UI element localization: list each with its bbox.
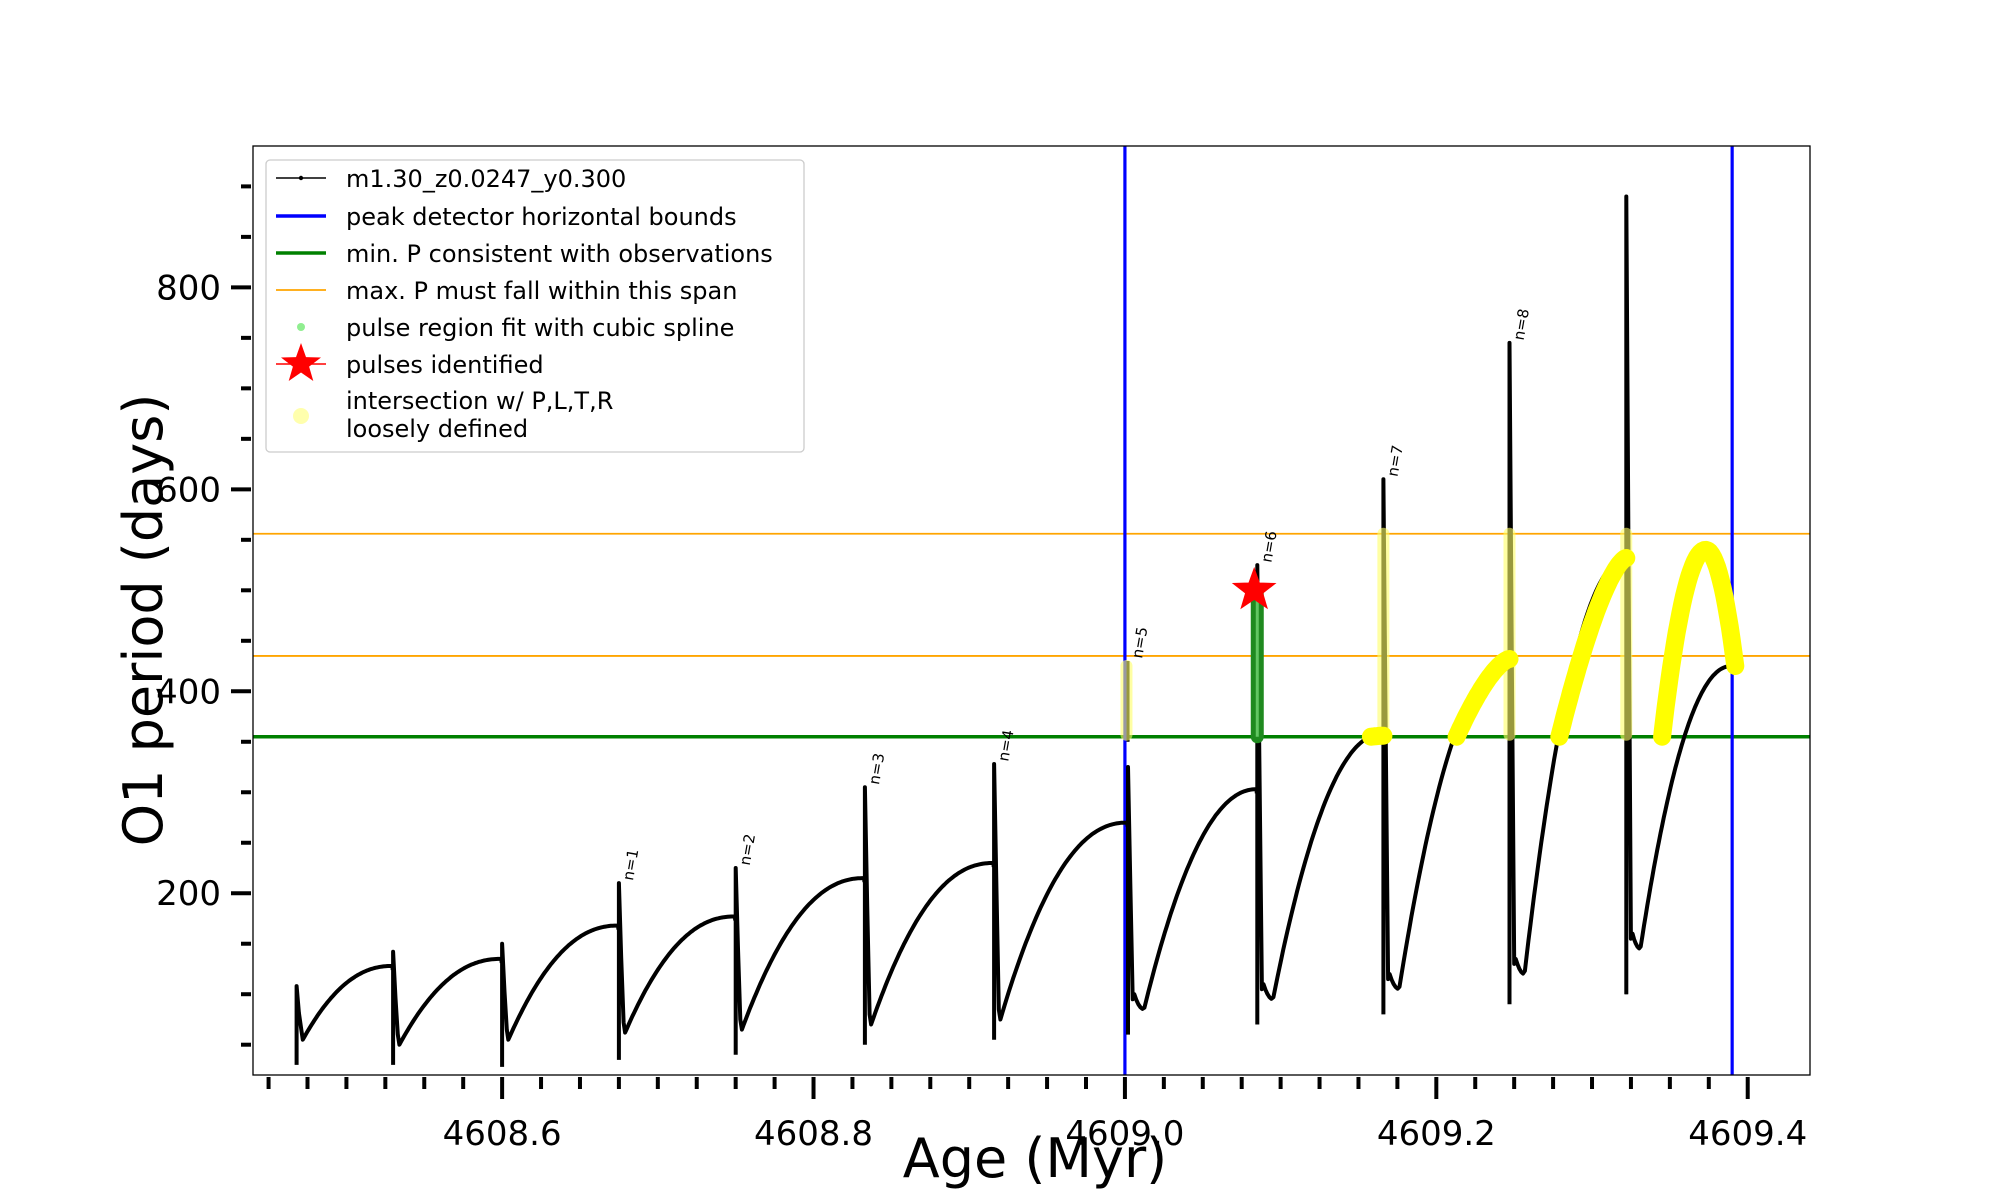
legend-box [265,159,805,453]
period-cycle-8 [1126,765,1259,1035]
pulse-label-5: n=5 [1128,625,1151,659]
pulse-label-7: n=7 [1384,444,1407,478]
x-tick-label-3: 4609.0 [1065,1114,1184,1154]
x-tick-label-5: 4609.4 [1688,1114,1807,1154]
axis-ticks: 4608.6 4608.8 4609.0 4609.2 4609.4 200 400 600 8… [156,184,1807,1154]
plot-content: n=1 n=2 n=3 n=4 n=5 n=6 n=7 n=8 [253,146,1810,1075]
y-tick-label-1: 200 [156,874,221,914]
pulse-label-1: n=1 [619,848,642,882]
pulse-label-2: n=2 [736,832,759,866]
legend-handle-star [281,343,321,381]
period-cycle-2 [391,949,504,1065]
loose-arc-7 [1550,549,1636,746]
loose-arc-6 [1447,650,1519,746]
legend-label-7: intersection w/ P,L,T,R [346,387,613,415]
y-tick-label-4: 800 [156,268,221,308]
period-cycle-12 [1624,194,1734,995]
x-tick-label-4: 4609.2 [1377,1114,1496,1154]
period-cycle-5 [733,866,867,1055]
legend-label-4: max. P must fall within this span [346,277,737,305]
pulse-label-8: n=8 [1510,307,1533,341]
period-cycle-1 [294,963,395,1065]
x-tick-label-1: 4608.6 [443,1114,562,1154]
legend-label-5: pulse region fit with cubic spline [346,314,734,342]
x-axis-label: Age (Myr) [903,1127,1168,1190]
legend-label-6: pulses identified [346,351,544,379]
period-cycle-7 [992,762,1130,1040]
legend-label-2: peak detector horizontal bounds [346,203,737,231]
legend-label-3: min. P consistent with observations [346,240,773,268]
plot-frame [252,145,1811,1076]
legend-handle-series-dot [298,175,304,181]
loose-arc-8 [1653,540,1745,746]
pulse-label-4: n=4 [994,728,1017,762]
loose-arc-5 [1361,726,1393,746]
pulse-label-6: n=6 [1257,529,1280,563]
x-tick-label-2: 4608.8 [754,1114,873,1154]
y-axis-label: O1 period (days) [112,394,175,847]
period-cycle-6 [862,785,996,1045]
y-tick-label-3: 600 [156,470,221,510]
identified-pulse-star [1231,566,1277,610]
period-cycle-3 [500,923,621,1067]
legend-label-7-line2: loosely defined [346,415,528,443]
plot-area: n=1 n=2 n=3 n=4 n=5 n=6 n=7 n=8 [253,146,1810,1075]
legend-label-1: m1.30_z0.0247_y0.300 [346,165,626,193]
y-tick-label-2: 400 [156,672,221,712]
legend-handle-spline [297,323,305,331]
period-cycle-4 [616,881,738,1060]
legend-handle-loose [293,408,309,424]
pulse-label-3: n=3 [865,752,888,786]
